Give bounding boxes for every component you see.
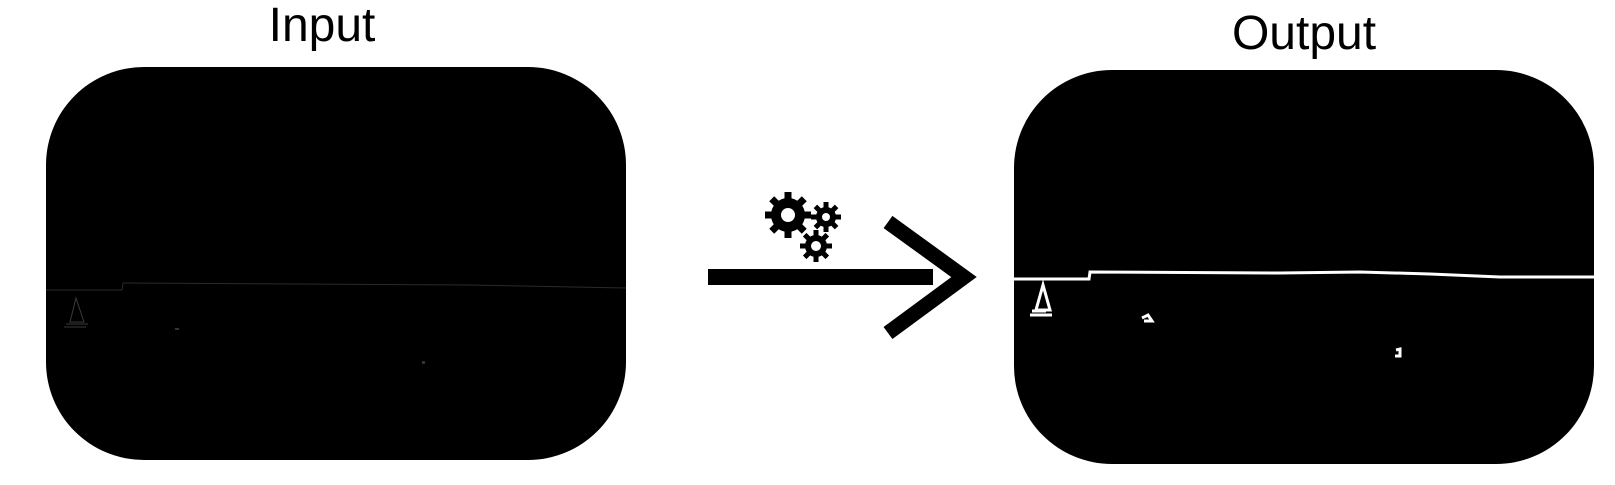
output-sailboat [1030,279,1052,317]
output-speck-edge [1395,347,1402,358]
gears-icon [765,192,841,262]
input-image [46,67,626,460]
input-panel [46,67,627,460]
output-image [1014,70,1594,464]
process-arrow [708,215,977,340]
arrow-right-icon [883,215,977,340]
input-speck [422,361,425,364]
input-title: Input [268,0,376,52]
arrow-shaft [708,269,933,285]
output-title: Output [1231,7,1377,60]
output-panel [1014,70,1594,464]
output-speck-edge [1141,313,1155,323]
input-sailboat [64,296,88,328]
output-horizon-edge [1014,270,1594,281]
input-horizon-line [46,282,627,291]
input-speck [175,328,179,330]
